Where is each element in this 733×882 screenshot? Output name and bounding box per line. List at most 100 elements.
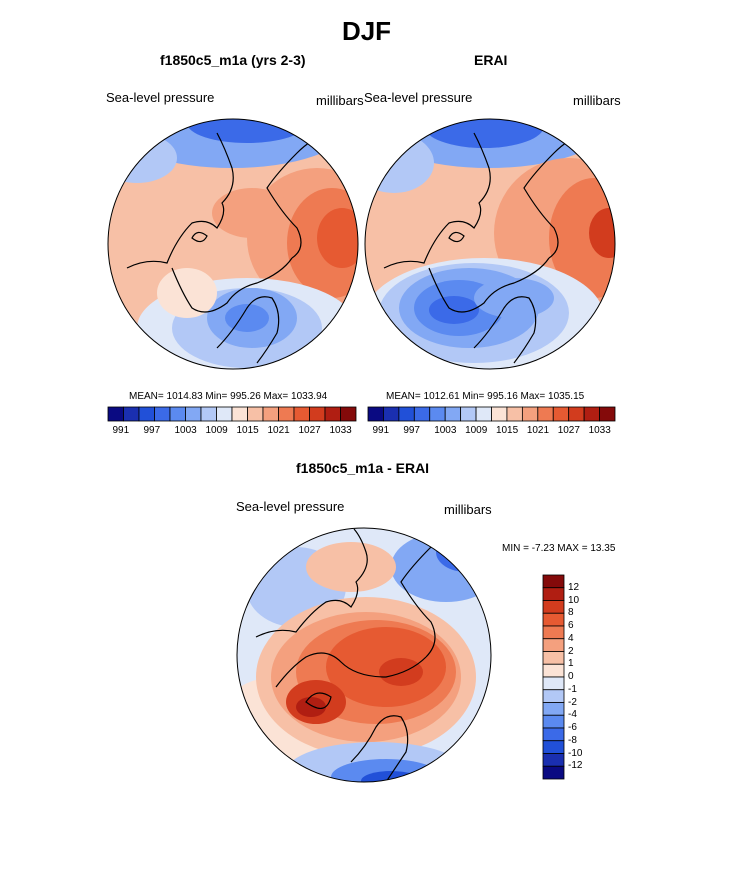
panel-1-colorbar-tick-label: 1009 bbox=[205, 425, 228, 436]
panel-3-colorbar-tick-label: 10 bbox=[568, 594, 580, 606]
panel-1-variable-label: Sea-level pressure bbox=[106, 90, 215, 105]
panel-2-colorbar-tick-label: 1033 bbox=[588, 425, 611, 436]
panel-2-colorbar-swatch bbox=[491, 406, 508, 422]
panel-3-colorbar-ticks: 12 10 8 6 4 2 1 0 -1 -2 -4 -6 -8 -10 -12 bbox=[568, 575, 608, 779]
panel-3-colorbar-swatch bbox=[542, 753, 565, 767]
panel-1-colorbar-tick-label: 1003 bbox=[174, 425, 197, 436]
panel-2-colorbar-tick-label: 1003 bbox=[434, 425, 457, 436]
panel-3-colorbar bbox=[542, 574, 565, 780]
panel-3-colorbar-tick-label: 0 bbox=[568, 671, 574, 682]
panel-1-colorbar-tick-label: 1015 bbox=[236, 425, 259, 436]
panel-2-colorbar-swatch bbox=[413, 406, 431, 422]
panel-1-colorbar-tick-label: 1027 bbox=[298, 425, 321, 436]
panel-1-colorbar-swatch bbox=[123, 406, 140, 422]
panel-1-colorbar-swatch bbox=[309, 406, 326, 422]
panel-2-colorbar bbox=[367, 406, 616, 422]
panel-2-colorbar-swatch bbox=[537, 406, 554, 422]
panel-1-title: f1850c5_m1a (yrs 2-3) bbox=[160, 52, 306, 68]
panel-1-colorbar-swatch bbox=[107, 406, 124, 422]
panel-1-colorbar-swatch bbox=[293, 406, 310, 422]
panel-3-colorbar-swatch bbox=[542, 702, 565, 716]
panel-2-colorbar-swatch bbox=[398, 406, 415, 422]
panel-2-colorbar-swatch bbox=[383, 406, 400, 422]
panel-2-colorbar-swatch bbox=[429, 406, 446, 422]
panel-3-colorbar-swatch bbox=[542, 625, 565, 640]
panel-1-colorbar-tick-label: 1021 bbox=[267, 425, 290, 436]
panel-3-colorbar-swatch bbox=[542, 638, 565, 652]
panel-1-colorbar-swatch bbox=[200, 406, 217, 422]
panel-1-colorbar-swatch bbox=[324, 406, 341, 422]
panel-1-colorbar-swatch bbox=[231, 406, 248, 422]
panel-3-colorbar-tick-label: -6 bbox=[568, 722, 577, 733]
panel-3-colorbar-tick-label: -1 bbox=[568, 683, 577, 695]
panel-2-colorbar-swatch bbox=[367, 406, 384, 422]
panel-3-colorbar-swatch bbox=[542, 740, 565, 754]
panel-3-colorbar-tick-label: 12 bbox=[568, 581, 580, 593]
panel-3-colorbar-swatch bbox=[542, 689, 565, 703]
panel-2-title: ERAI bbox=[474, 52, 508, 68]
panel-3-colorbar-tick-label: -12 bbox=[568, 760, 583, 772]
panel-1-colorbar-swatch bbox=[340, 406, 357, 422]
panel-3-colorbar-swatch bbox=[542, 600, 565, 614]
panel-1-colorbar-swatch bbox=[138, 406, 155, 422]
panel-2-colorbar-swatch bbox=[506, 406, 523, 422]
panel-2-colorbar-swatch bbox=[460, 406, 477, 422]
panel-2-map bbox=[364, 118, 616, 370]
panel-3-colorbar-tick-label: 2 bbox=[568, 645, 574, 657]
panel-1-colorbar-swatch bbox=[169, 406, 186, 422]
panel-2-colorbar-swatch bbox=[583, 406, 600, 422]
panel-2-colorbar-swatch bbox=[568, 406, 585, 422]
panel-1-colorbar-swatch bbox=[154, 406, 171, 422]
panel-2-colorbar-tick-label: 1027 bbox=[557, 425, 580, 436]
panel-3-units-label: millibars bbox=[444, 502, 492, 517]
panel-3-colorbar-tick-label: -8 bbox=[568, 734, 577, 746]
panel-2-colorbar-ticks: 991 997 1003 1009 1015 1021 1027 1033 bbox=[368, 425, 615, 439]
panel-1-colorbar-swatch bbox=[247, 406, 264, 422]
panel-2-colorbar-swatch bbox=[599, 406, 616, 422]
panel-3-variable-label: Sea-level pressure bbox=[236, 499, 345, 514]
panel-1-colorbar-swatch bbox=[262, 406, 279, 422]
panel-3-map bbox=[236, 527, 492, 783]
panel-3-colorbar-tick-label: 1 bbox=[568, 658, 574, 670]
panel-3-stats: MIN = -7.23 MAX = 13.35 bbox=[502, 543, 616, 554]
panel-3-colorbar-swatch bbox=[542, 651, 565, 665]
panel-3-colorbar-swatch bbox=[542, 663, 565, 678]
panel-2-stats: MEAN= 1012.61 Min= 995.16 Max= 1035.15 bbox=[386, 391, 585, 402]
panel-2-variable-label: Sea-level pressure bbox=[364, 90, 473, 105]
panel-1-map bbox=[107, 118, 359, 370]
panel-3-colorbar-swatch bbox=[542, 714, 565, 729]
panel-2-colorbar-tick-label: 1009 bbox=[465, 425, 488, 436]
panel-1-colorbar-swatch bbox=[278, 406, 295, 422]
panel-1-colorbar-swatch bbox=[185, 406, 202, 422]
panel-2-colorbar-tick-label: 1021 bbox=[526, 425, 550, 436]
panel-3-colorbar-tick-label: 4 bbox=[568, 632, 574, 644]
panel-3-colorbar-tick-label: -10 bbox=[568, 747, 583, 759]
panel-2-colorbar-swatch bbox=[552, 406, 570, 422]
panel-1-colorbar-tick-label: 997 bbox=[143, 425, 161, 436]
panel-3-colorbar-tick-label: 8 bbox=[568, 607, 574, 619]
panel-1-colorbar bbox=[107, 406, 357, 422]
panel-3-colorbar-tick-label: -4 bbox=[568, 709, 577, 721]
panel-2-colorbar-tick-label: 997 bbox=[403, 425, 420, 436]
panel-2-colorbar-tick-label: 991 bbox=[372, 425, 390, 436]
panel-3-colorbar-swatch bbox=[542, 587, 565, 601]
panel-3-colorbar-tick-label: -2 bbox=[568, 696, 577, 708]
panel-3-colorbar-tick-label: 6 bbox=[568, 620, 574, 631]
panel-3-colorbar-swatch bbox=[542, 676, 565, 691]
panel-1-units-label: millibars bbox=[316, 93, 364, 108]
panel-1-colorbar-ticks: 991 997 1003 1009 1015 1021 1027 1033 bbox=[108, 425, 356, 439]
panel-1-colorbar-swatch bbox=[216, 406, 233, 422]
panel-2-units-label: millibars bbox=[573, 93, 621, 108]
panel-3-colorbar-swatch bbox=[542, 612, 565, 627]
panel-2-colorbar-swatch bbox=[444, 406, 462, 422]
panel-2-colorbar-tick-label: 1015 bbox=[495, 425, 519, 436]
panel-3-colorbar-swatch bbox=[542, 574, 565, 589]
panel-3-colorbar-swatch bbox=[542, 727, 565, 742]
panel-3-colorbar-swatch bbox=[542, 765, 565, 780]
panel-1-stats: MEAN= 1014.83 Min= 995.26 Max= 1033.94 bbox=[129, 391, 328, 402]
panel-1-colorbar-tick-label: 1033 bbox=[329, 425, 352, 436]
panel-2-colorbar-swatch bbox=[475, 406, 492, 422]
panel-1-colorbar-tick-label: 991 bbox=[112, 425, 130, 436]
panel-3-title: f1850c5_m1a - ERAI bbox=[296, 460, 430, 476]
figure-title: DJF bbox=[341, 16, 392, 46]
